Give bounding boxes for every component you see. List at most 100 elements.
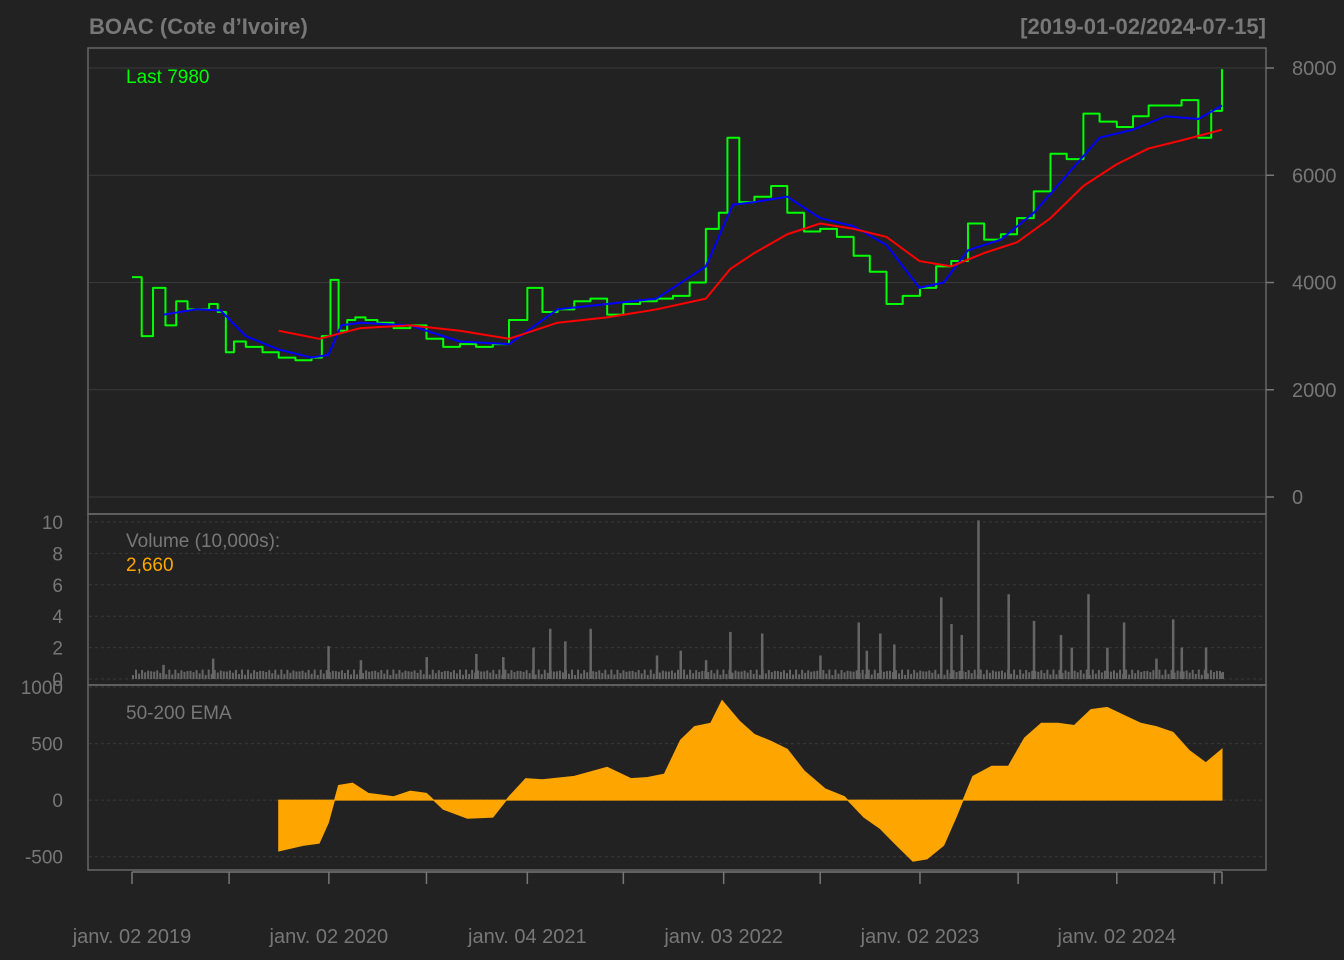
volume-bar — [898, 673, 901, 679]
volume-bar — [234, 669, 237, 679]
volume-bar — [168, 669, 171, 679]
volume-bar — [337, 671, 340, 679]
volume-bar — [513, 672, 516, 679]
volume-bar — [1037, 671, 1040, 679]
volume-bar — [970, 673, 973, 679]
volume-bar — [731, 672, 734, 679]
volume-bar — [1040, 670, 1043, 679]
volume-spike-bar — [1171, 619, 1175, 679]
volume-bar — [661, 670, 664, 679]
volume-bar — [443, 671, 446, 679]
volume-bar — [228, 670, 231, 679]
volume-bar — [692, 673, 695, 679]
volume-bar — [1209, 670, 1212, 679]
volume-bar — [507, 673, 510, 679]
volume-bar — [1100, 672, 1103, 679]
volume-bar — [283, 674, 286, 679]
volume-spike-bar — [1007, 594, 1010, 679]
volume-bar — [135, 669, 138, 679]
volume-bar — [904, 674, 907, 679]
volume-bar — [804, 672, 807, 679]
volume-bar — [592, 671, 595, 679]
volume-bar — [825, 673, 828, 679]
volume-bar — [383, 673, 386, 679]
volume-bar — [256, 672, 259, 679]
volume-bar — [985, 669, 988, 679]
volume-bar — [667, 671, 670, 679]
oscillator-y-tick-label: 1000 — [21, 678, 63, 699]
volume-bar — [192, 672, 195, 679]
volume-bar — [698, 671, 701, 679]
volume-bar — [792, 674, 795, 679]
volume-bar — [286, 669, 289, 679]
volume-bar — [885, 671, 888, 679]
volume-bar — [622, 670, 625, 679]
volume-spike-bar — [1070, 647, 1074, 679]
volume-bar — [216, 672, 219, 679]
volume-spike-bar — [589, 628, 592, 679]
volume-bar — [449, 672, 452, 679]
volume-bar — [770, 672, 773, 679]
volume-bar — [922, 671, 925, 679]
volume-bar — [740, 671, 743, 679]
volume-bar — [310, 673, 313, 679]
volume-bar — [937, 674, 940, 679]
volume-bar — [958, 670, 961, 679]
volume-bar — [658, 672, 661, 679]
volume-bar — [171, 674, 174, 679]
volume-bar — [1088, 675, 1091, 679]
volume-spike-bar — [425, 657, 428, 679]
volume-bar — [280, 669, 283, 679]
volume-bar — [849, 671, 852, 679]
volume-bar — [1109, 671, 1112, 679]
volume-bar — [1004, 672, 1006, 679]
volume-spike-bar — [1032, 620, 1036, 679]
volume-bar — [988, 672, 991, 679]
volume-bar — [673, 672, 676, 679]
volume-bar — [913, 669, 916, 679]
volume-bar — [1146, 670, 1149, 679]
x-axis-tick-label: janv. 02 2019 — [72, 926, 192, 948]
volume-bar — [253, 670, 256, 679]
volume-spike-bar — [1204, 647, 1208, 679]
volume-label: Volume (10,000s): — [126, 531, 280, 552]
volume-bar — [807, 670, 810, 679]
volume-spike-bar — [1180, 647, 1184, 679]
volume-bar — [1152, 670, 1155, 679]
volume-bar — [395, 673, 398, 679]
volume-bar — [619, 673, 622, 679]
volume-bar — [725, 674, 728, 679]
volume-bar — [1028, 672, 1031, 679]
ema-slow-line — [278, 128, 1223, 340]
volume-bar — [477, 670, 480, 679]
volume-bar — [546, 672, 549, 679]
volume-bar — [319, 669, 322, 679]
volume-bar — [1013, 669, 1016, 679]
volume-bar — [480, 671, 483, 679]
volume-bar — [392, 669, 395, 679]
volume-bar — [1158, 669, 1161, 679]
volume-spike-bar — [704, 660, 708, 679]
volume-bar — [1200, 674, 1203, 679]
volume-bar — [607, 674, 610, 679]
volume-bar — [1025, 670, 1028, 679]
volume-bar — [664, 671, 667, 679]
volume-spike-bar — [211, 658, 215, 679]
volume-bar — [670, 670, 673, 679]
volume-bar — [489, 672, 492, 679]
volume-y-tick-label: 2 — [52, 639, 63, 660]
volume-bar — [1034, 671, 1037, 679]
volume-bar — [710, 670, 713, 679]
volume-bar — [943, 674, 946, 679]
price-y-tick-label: 0 — [1292, 487, 1303, 509]
volume-bar — [1161, 674, 1164, 679]
volume-bar — [555, 671, 558, 679]
volume-bar — [840, 669, 843, 679]
x-axis: janv. 02 2019 janv. 02 2020 janv. 04 2021 j… — [72, 871, 1223, 948]
volume-bar — [362, 672, 365, 679]
volume-spike-bar — [1122, 622, 1126, 679]
volume-bar — [558, 670, 561, 679]
volume-spike-bar — [857, 622, 860, 679]
volume-bar — [237, 674, 240, 679]
